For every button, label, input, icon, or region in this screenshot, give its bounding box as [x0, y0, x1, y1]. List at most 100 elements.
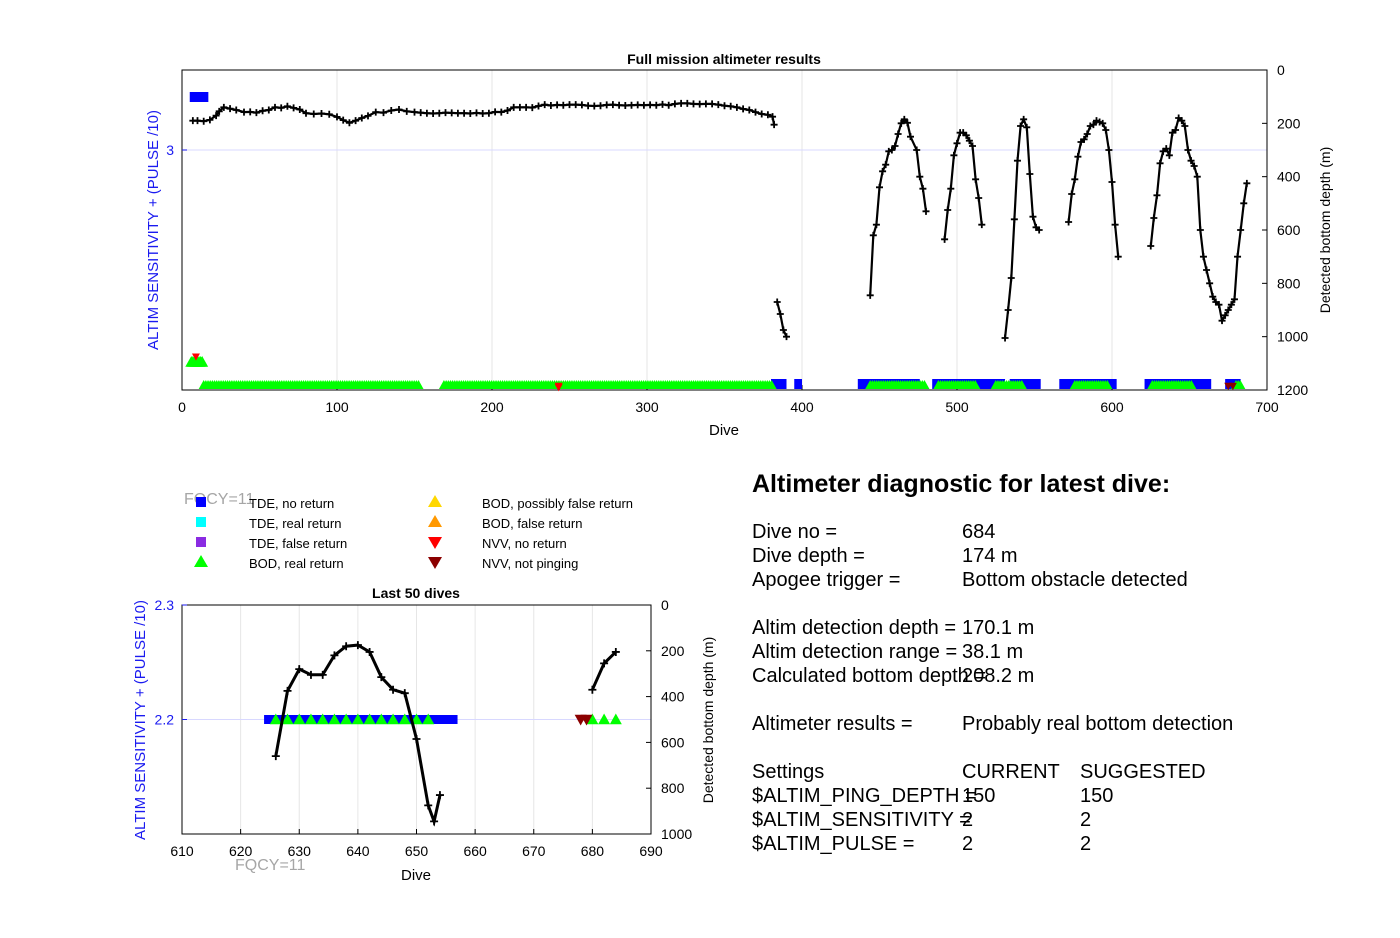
depth-point	[352, 117, 360, 125]
nvv-no-return-mark	[191, 353, 200, 361]
bod-real-return-mark	[586, 713, 599, 725]
ping-depth-current: 150	[962, 785, 996, 807]
depth-point	[1234, 253, 1242, 261]
depth-point	[547, 101, 555, 109]
depth-point	[1068, 190, 1076, 198]
altimeter-results-label: Altimeter results =	[752, 713, 913, 735]
last-50-left-yticks: 2.3 2.2	[155, 597, 187, 728]
depth-point	[1221, 311, 1229, 319]
depth-point	[1089, 121, 1097, 129]
depth-point	[897, 119, 905, 127]
depth-point	[535, 102, 542, 110]
altimeter-results-value: Probably real bottom detection	[962, 713, 1234, 735]
depth-point	[872, 221, 880, 229]
depth-point	[876, 183, 883, 191]
depth-point	[702, 100, 710, 108]
x-tick-label: 600	[1100, 399, 1124, 415]
depth-point	[365, 647, 374, 656]
depth-point	[295, 665, 304, 674]
depth-point	[1240, 199, 1248, 207]
legend-marker-tde-false-return	[196, 537, 206, 547]
depth-point	[866, 291, 874, 299]
depth-point	[1020, 115, 1028, 123]
depth-point	[783, 333, 790, 341]
bod-real-return-mark	[375, 713, 388, 725]
sensitivity-current: 2	[962, 809, 974, 831]
x-tick-label: 670	[522, 843, 546, 859]
x-tick-label: 650	[405, 843, 429, 859]
depth-point	[1199, 253, 1207, 261]
bod-real-return-mark	[766, 380, 777, 389]
right-y-tick-label: 0	[1277, 62, 1285, 78]
depth-point	[683, 99, 691, 107]
last-50-right-yticks: 0 200 400 600 800 1000	[646, 597, 692, 842]
tde-no-return-mark	[794, 379, 802, 389]
depth-point	[727, 102, 735, 110]
settings-current-header: CURRENT	[962, 761, 1060, 783]
depth-point	[764, 111, 772, 119]
depth-point	[1193, 173, 1201, 181]
full-mission-xticks: 0 100 200 300 400 500 600 700	[178, 385, 1279, 415]
right-y-tick-label: 400	[661, 689, 685, 705]
dive-depth-value: 174 m	[962, 545, 1018, 567]
x-tick-label: 200	[480, 399, 504, 415]
depth-point	[1172, 126, 1180, 134]
depth-point	[665, 101, 673, 109]
diagnostic-title: Altimeter diagnostic for latest dive:	[752, 470, 1171, 498]
depth-point	[516, 103, 524, 111]
depth-point	[919, 185, 927, 193]
depth-point	[318, 109, 325, 117]
depth-point	[283, 102, 291, 110]
legend-marker-tde-real-return	[196, 517, 206, 527]
last-50-marks	[264, 641, 622, 827]
depth-point	[739, 105, 747, 113]
legend-item-bod-real-return: BOD, real return	[249, 556, 344, 571]
depth-point	[773, 298, 781, 306]
depth-point	[1227, 301, 1235, 309]
depth-point	[259, 107, 267, 115]
dive-depth-label: Dive depth =	[752, 545, 865, 567]
depth-point	[916, 173, 924, 181]
bod-real-return-mark	[1186, 380, 1197, 389]
depth-point	[1206, 279, 1214, 287]
depth-point	[339, 116, 347, 124]
depth-point	[1184, 146, 1192, 154]
last-50-dives-chart: Last 50 dives Dive ALTIM SENSITIVITY + (…	[132, 585, 716, 884]
depth-point	[423, 109, 431, 117]
depth-point	[1023, 123, 1031, 131]
depth-point	[888, 146, 896, 154]
bod-real-return-mark	[422, 713, 435, 725]
depth-point	[611, 647, 620, 656]
full-mission-ylabel-right: Detected bottom depth (m)	[1317, 147, 1333, 314]
legend-marker-bod-possibly-false	[428, 495, 442, 507]
depth-point	[640, 101, 648, 109]
depth-point	[950, 151, 958, 159]
depth-point	[389, 685, 398, 694]
depth-point	[504, 107, 511, 115]
full-mission-left-yticks: 3	[166, 142, 187, 158]
depth-point	[584, 102, 592, 110]
bod-real-return-mark	[351, 713, 364, 725]
x-tick-label: 690	[639, 843, 663, 859]
left-y-tick-label: 3	[166, 142, 174, 158]
depth-point	[1111, 221, 1119, 229]
bod-real-return-mark	[269, 713, 282, 725]
depth-point	[510, 103, 518, 111]
depth-point	[283, 686, 292, 695]
depth-point	[435, 791, 444, 800]
full-mission-ylabel-left: ALTIM SENSITIVITY + (PULSE /10)	[145, 110, 162, 350]
depth-point	[417, 109, 425, 117]
x-tick-label: 700	[1255, 399, 1279, 415]
legend: FQCY=11 TDE, no return TDE, real return …	[184, 491, 633, 571]
depth-point	[206, 116, 214, 124]
last-50-ylabel-left: ALTIM SENSITIVITY + (PULSE /10)	[132, 600, 149, 840]
last-50-xlabel: Dive	[401, 867, 431, 884]
depth-point	[1108, 178, 1116, 186]
depth-point	[1026, 170, 1034, 178]
bod-real-return-mark	[598, 713, 611, 725]
full-mission-right-yticks: 0 200 400 600 800 1000 1200	[1262, 62, 1308, 398]
legend-marker-bod-real-return	[194, 555, 208, 567]
depth-point	[1071, 175, 1079, 183]
depth-point	[310, 110, 318, 118]
depth-point	[969, 142, 976, 150]
